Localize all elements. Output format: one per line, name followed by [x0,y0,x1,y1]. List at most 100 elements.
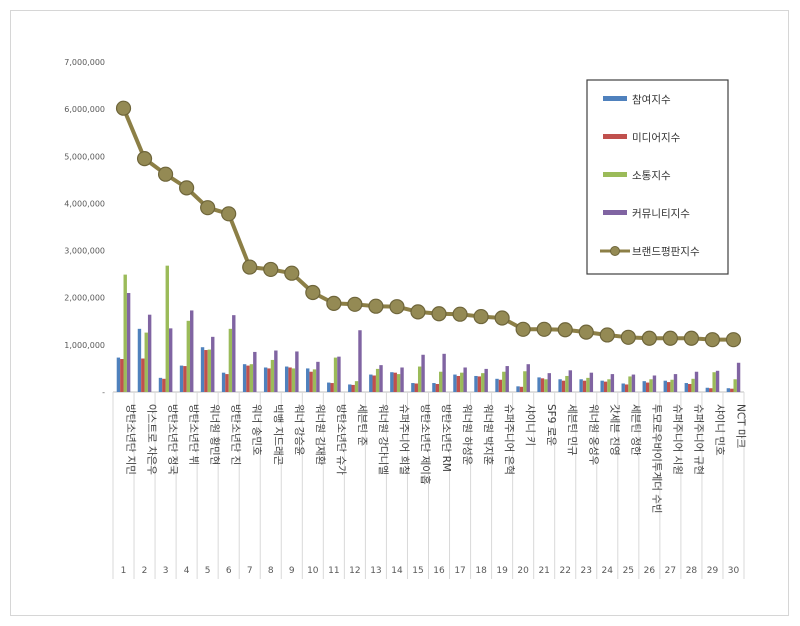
bar-커뮤니티지수 [568,370,573,392]
bar-커뮤니티지수 [316,361,320,392]
rank-label: 10 [307,566,319,576]
bar-소통지수 [354,381,359,392]
bar-커뮤니티지수 [547,373,551,392]
bar-소통지수 [523,371,527,392]
legend-swatch [603,210,627,215]
category-label: 워너원 김재환 [314,404,327,466]
line-point [389,299,405,315]
bar-소통지수 [291,368,296,392]
category-label: 방탄소년단 지민 [125,404,137,475]
bar-미디어지수 [267,368,271,392]
bar-참여지수 [306,368,310,392]
category-label: 워너원 박지훈 [482,404,495,466]
bar-참여지수 [263,367,268,392]
legend-label: 커뮤니티지수 [632,208,690,220]
rank-label: 3 [163,566,169,576]
line-point [578,324,594,340]
bar-참여지수 [390,372,394,392]
bar-참여지수 [663,380,667,392]
x-tick-labels: 방탄소년단 지민 1 아스트로 차은우 2 방탄소년단 정국 3 방탄소년단 뷔 4 워너원 황… [121,404,747,576]
bar-소통지수 [712,372,716,392]
bar-소통지수 [607,379,611,392]
bar-참여지수 [621,383,625,392]
line-point [494,310,510,326]
category-label: 방탄소년단 정국 [167,404,179,475]
bar-소통지수 [628,376,632,392]
bar-참여지수 [600,380,604,392]
bar-참여지수 [179,365,184,392]
line-point [157,166,174,182]
bar-소통지수 [186,320,191,392]
bar-참여지수 [726,388,731,392]
rank-label: 6 [226,566,232,576]
bar-미디어지수 [246,365,250,392]
line-point [410,304,426,320]
category-label: SF9 로운 [545,404,557,446]
category-label: 투모로우바이투게더 수빈 [650,404,662,514]
bar-미디어지수 [435,383,440,392]
bar-참여지수 [221,372,226,392]
category-label: 샤이니 키 [524,404,536,446]
line-point [242,259,258,275]
bar-참여지수 [453,374,457,392]
bar-참여지수 [537,377,541,392]
category-label: 워너 송민호 [251,404,264,456]
bars [116,265,741,392]
bar-미디어지수 [477,376,482,392]
category-label: 슈퍼주니어 시원 [671,404,683,475]
bar-미디어지수 [540,378,545,392]
line-point [704,332,721,348]
bar-소통지수 [144,332,148,392]
line-point [284,265,300,281]
bar-커뮤니티지수 [736,362,741,392]
rank-label: 24 [602,566,614,576]
bar-참여지수 [432,383,436,392]
line-point [305,284,321,301]
bar-참여지수 [642,381,646,392]
line-point [620,329,636,345]
rank-label: 30 [728,566,740,576]
bar-커뮤니티지수 [526,364,530,392]
category-label: 워너원 하성운 [461,404,474,466]
rank-label: 12 [349,566,360,576]
bar-미디어지수 [309,371,313,392]
bar-커뮤니티지수 [211,336,215,392]
line-point [662,330,678,346]
rank-label: 21 [538,566,549,576]
bar-미디어지수 [351,384,355,392]
category-label: 워너 강승윤 [293,404,306,456]
bar-소통지수 [375,368,380,392]
bar-소통지수 [270,359,275,392]
rank-label: 23 [581,566,592,576]
bar-소통지수 [502,371,506,392]
bar-미디어지수 [582,380,587,392]
category-label: 세븐틴 민규 [566,404,578,456]
bar-소통지수 [123,274,127,392]
rank-label: 14 [391,566,403,576]
line-point [347,296,363,312]
line-point [515,321,531,337]
bar-커뮤니티지수 [274,350,278,392]
category-label: 슈퍼주니어 은혁 [503,404,515,475]
rank-label: 26 [644,566,656,576]
chart-frame: - 1,000,000 2,000,000 3,000,000 4,000,000 5,0… [10,10,789,616]
category-label: 방탄소년단 진 [230,404,242,465]
bar-미디어지수 [561,380,566,392]
bar-소통지수 [460,372,464,392]
bar-소통지수 [691,378,695,392]
bar-커뮤니티지수 [589,372,594,392]
line-point [368,298,384,314]
bar-참여지수 [516,386,520,392]
legend-swatch [603,96,627,101]
rank-label: 9 [289,566,295,576]
bar-커뮤니티지수 [715,370,720,392]
line-point [431,306,447,322]
rank-label: 4 [184,566,190,576]
line-series [115,100,742,348]
category-label: 방탄소년단 RM [440,404,452,472]
bar-커뮤니티지수 [631,374,636,392]
bar-미디어지수 [456,375,461,392]
bar-커뮤니티지수 [358,330,362,392]
legend-swatch [603,134,627,139]
